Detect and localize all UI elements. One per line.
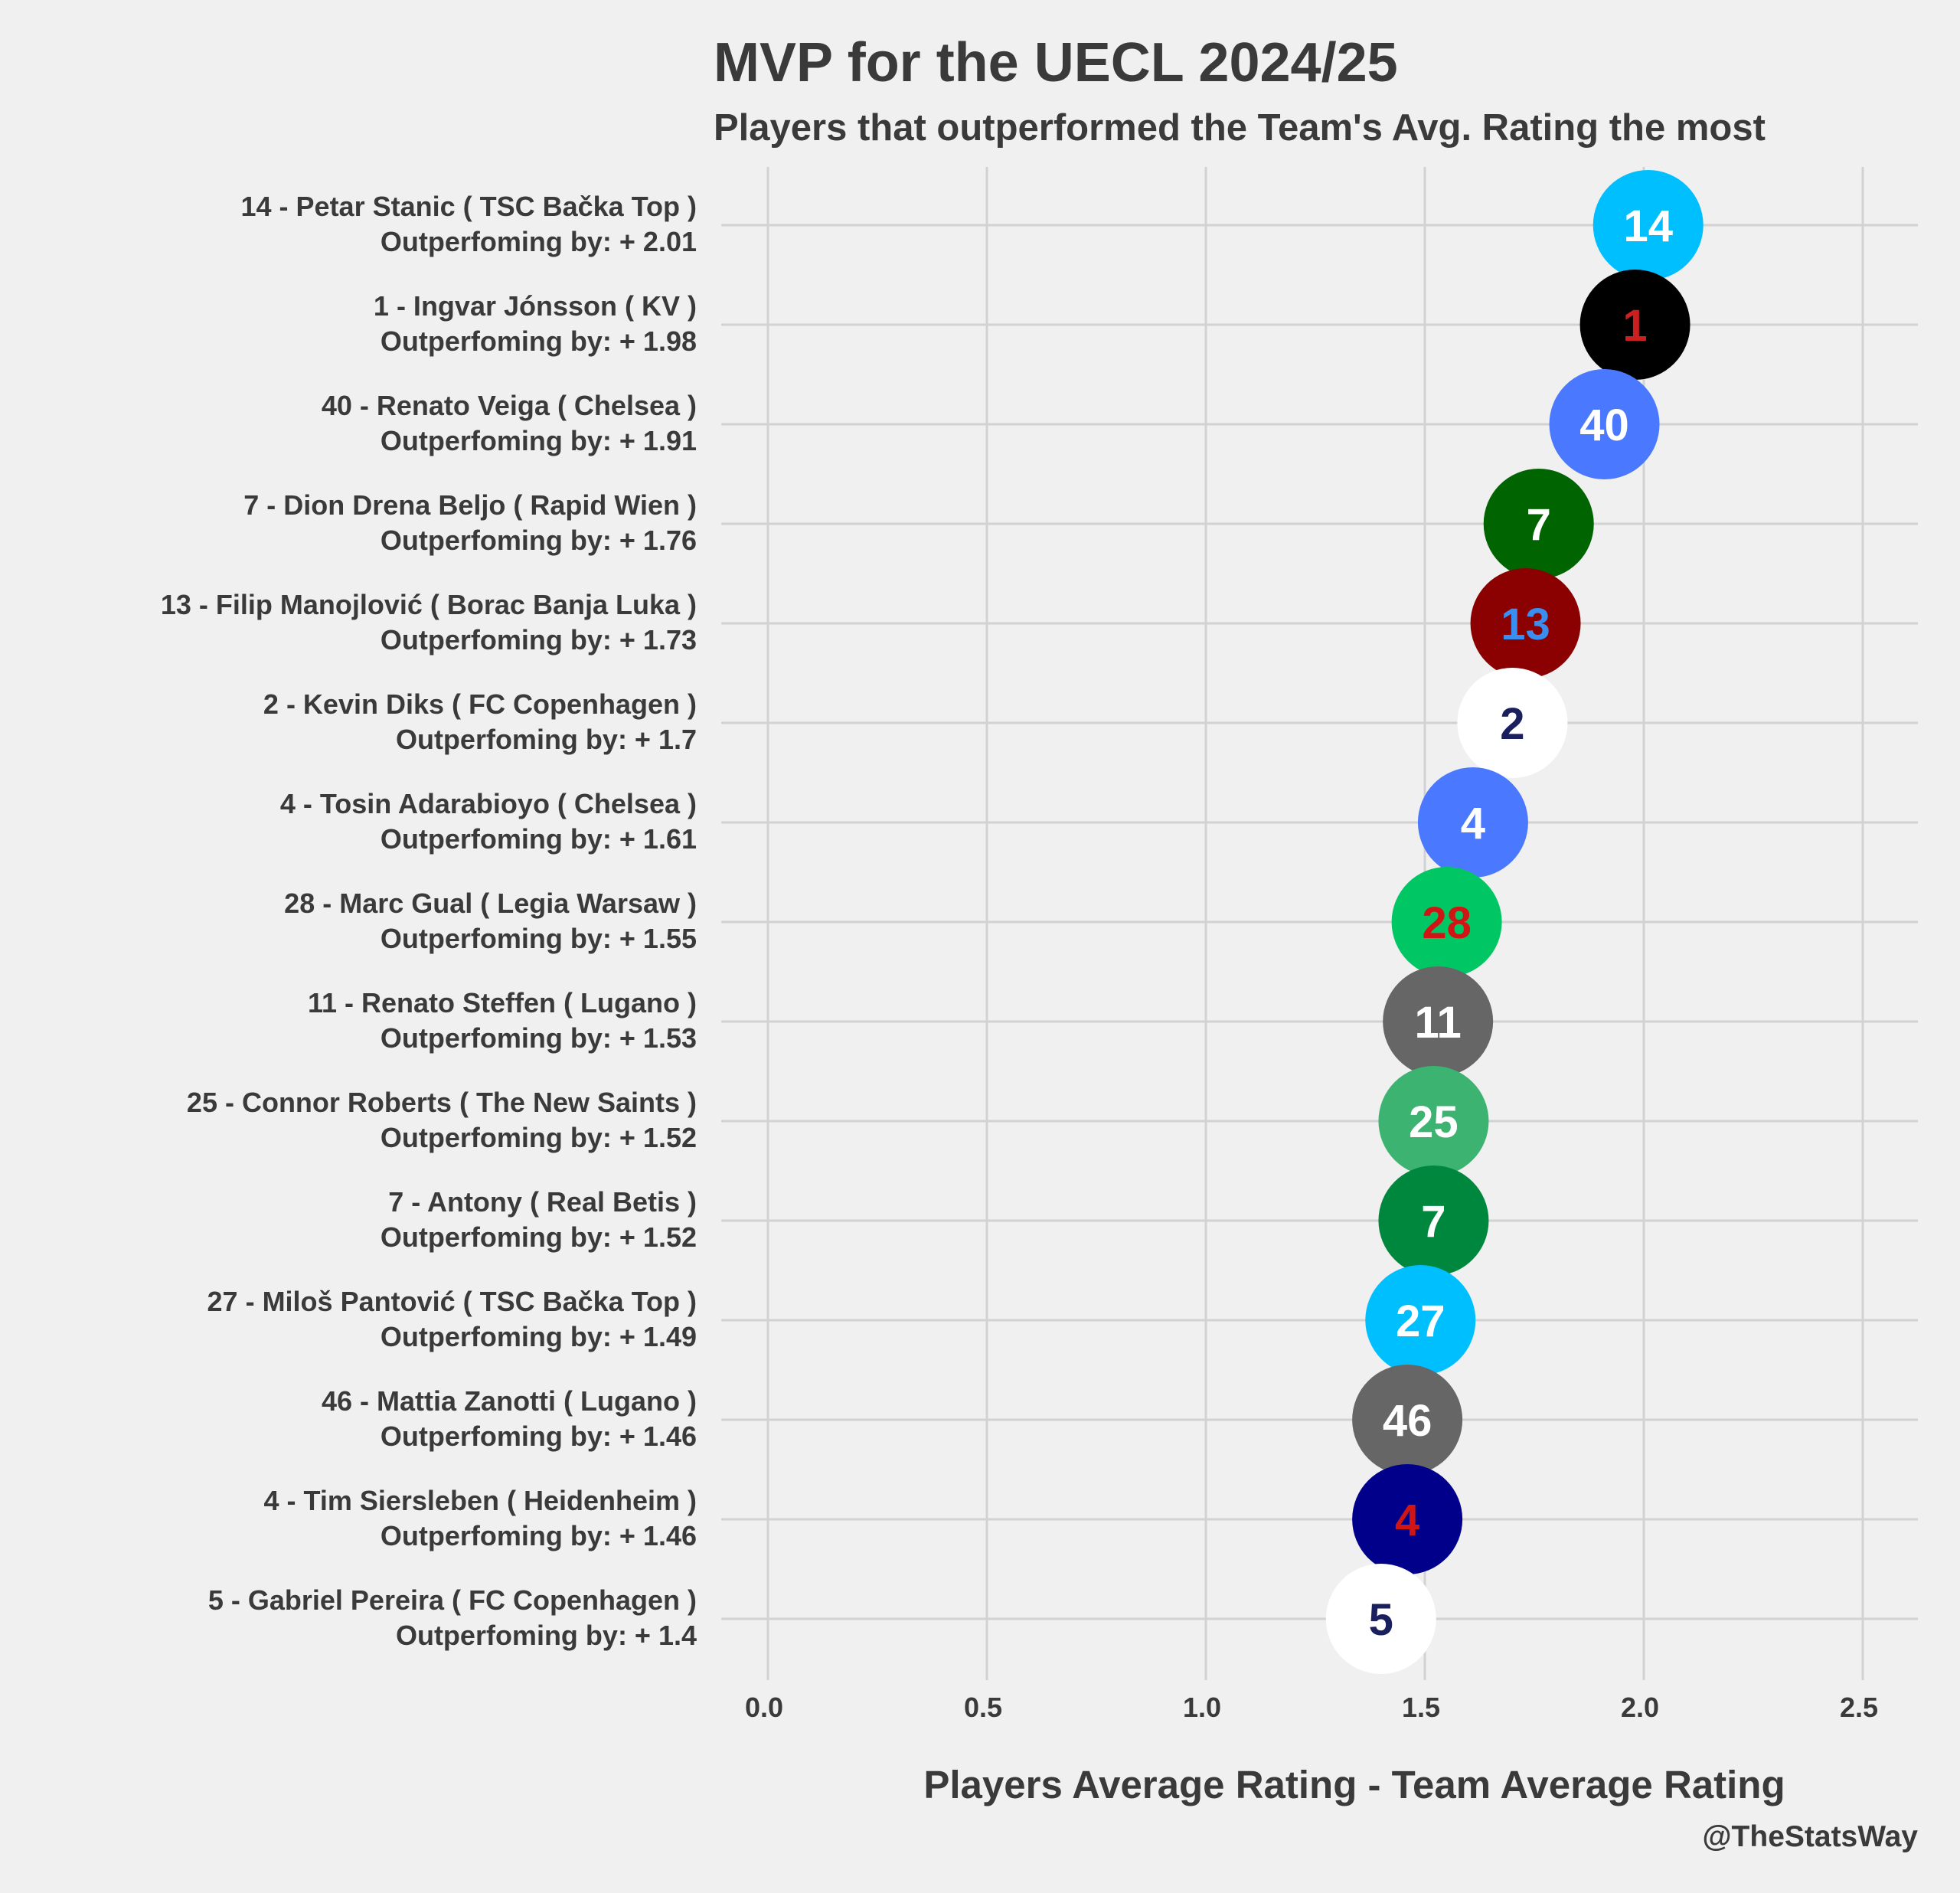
- player-name-label: 5 - Gabriel Pereira ( FC Copenhagen ): [208, 1584, 697, 1616]
- player-name-label: 27 - Miloš Pantović ( TSC Bačka Top ): [207, 1286, 697, 1317]
- player-point: [1549, 369, 1660, 479]
- chart-title: MVP for the UECL 2024/25: [714, 32, 1398, 93]
- player-outperform-label: Outperfoming by: + 1.91: [381, 425, 697, 456]
- player-name-label: 4 - Tim Siersleben ( Heidenheim ): [264, 1485, 697, 1516]
- player-point: [1483, 469, 1594, 579]
- x-tick-label: 0.0: [745, 1692, 783, 1723]
- player-outperform-label: Outperfoming by: + 2.01: [381, 226, 697, 257]
- player-point: [1383, 966, 1494, 1077]
- player-outperform-label: Outperfoming by: + 1.46: [381, 1421, 697, 1452]
- player-name-label: 28 - Marc Gual ( Legia Warsaw ): [284, 888, 697, 919]
- credit-caption: @TheStatsWay: [1703, 1820, 1919, 1853]
- player-outperform-label: Outperfoming by: + 1.73: [381, 624, 697, 656]
- player-name-label: 40 - Renato Veiga ( Chelsea ): [322, 390, 697, 421]
- player-outperform-label: Outperfoming by: + 1.98: [381, 325, 697, 357]
- x-tick-label: 1.5: [1402, 1692, 1440, 1723]
- player-name-label: 1 - Ingvar Jónsson ( KV ): [374, 290, 697, 322]
- player-outperform-label: Outperfoming by: + 1.53: [381, 1022, 697, 1054]
- x-axis-title: Players Average Rating - Team Average Ra…: [923, 1763, 1785, 1806]
- player-number-label: 1: [1622, 301, 1647, 351]
- player-outperform-label: Outperfoming by: + 1.52: [381, 1221, 697, 1253]
- player-number-label: 7: [1527, 500, 1551, 550]
- x-axis-ticks: 0.0 0.5 1.0 1.5 2.0 2.5: [745, 1692, 1878, 1723]
- player-name-label: 46 - Mattia Zanotti ( Lugano ): [322, 1385, 697, 1417]
- x-tick-label: 0.5: [964, 1692, 1002, 1723]
- player-name-label: 2 - Kevin Diks ( FC Copenhagen ): [263, 688, 697, 720]
- player-name-label: 25 - Connor Roberts ( The New Saints ): [187, 1087, 697, 1118]
- player-point: [1391, 867, 1502, 977]
- player-name-label: 14 - Petar Stanic ( TSC Bačka Top ): [241, 191, 697, 222]
- player-outperform-label: Outperfoming by: + 1.52: [381, 1122, 697, 1153]
- data-points: 14 1 40 7 13 2 4 28 11 25 7 27 46 4 5: [1325, 170, 1704, 1674]
- player-number-label: 11: [1414, 998, 1461, 1048]
- player-point: [1417, 767, 1528, 878]
- player-number-label: 28: [1422, 898, 1472, 948]
- player-number-label: 4: [1395, 1496, 1419, 1545]
- player-name-label: 4 - Tosin Adarabioyo ( Chelsea ): [280, 788, 697, 819]
- player-number-label: 27: [1396, 1296, 1446, 1346]
- player-outperform-label: Outperfoming by: + 1.61: [381, 823, 697, 855]
- player-outperform-label: Outperfoming by: + 1.55: [381, 923, 697, 954]
- player-point: [1378, 1066, 1489, 1176]
- player-point: [1592, 170, 1704, 280]
- player-name-label: 7 - Antony ( Real Betis ): [388, 1186, 697, 1218]
- player-number-label: 13: [1501, 600, 1550, 649]
- x-tick-label: 2.5: [1840, 1692, 1878, 1723]
- player-point: [1365, 1265, 1476, 1375]
- player-number-label: 2: [1500, 699, 1524, 749]
- player-point: [1579, 270, 1690, 380]
- player-outperform-label: Outperfoming by: + 1.7: [396, 724, 697, 755]
- player-point: [1378, 1166, 1489, 1276]
- player-point: [1325, 1564, 1436, 1674]
- player-number-label: 4: [1461, 799, 1485, 848]
- player-name-label: 11 - Renato Steffen ( Lugano ): [308, 987, 697, 1018]
- player-outperform-label: Outperfoming by: + 1.76: [381, 525, 697, 556]
- chart-subtitle: Players that outperformed the Team's Avg…: [714, 107, 1766, 149]
- player-name-label: 7 - Dion Drena Beljo ( Rapid Wien ): [243, 489, 697, 521]
- player-point: [1470, 568, 1581, 678]
- player-outperform-label: Outperfoming by: + 1.46: [381, 1520, 697, 1551]
- player-point: [1352, 1464, 1463, 1574]
- player-number-label: 46: [1383, 1396, 1432, 1446]
- x-tick-label: 1.0: [1183, 1692, 1221, 1723]
- y-axis-labels: 14 - Petar Stanic ( TSC Bačka Top ) Outpe…: [161, 191, 697, 1651]
- player-point: [1457, 668, 1568, 778]
- horizontal-gridlines: [721, 224, 1918, 1620]
- player-outperform-label: Outperfoming by: + 1.4: [396, 1620, 697, 1651]
- player-number-label: 7: [1421, 1197, 1446, 1247]
- player-name-label: 13 - Filip Manojlović ( Borac Banja Luka…: [161, 589, 697, 620]
- player-number-label: 25: [1409, 1097, 1459, 1147]
- player-outperform-label: Outperfoming by: + 1.49: [381, 1321, 697, 1352]
- player-number-label: 40: [1579, 401, 1629, 450]
- player-point: [1352, 1365, 1463, 1475]
- player-number-label: 14: [1623, 201, 1673, 251]
- x-tick-label: 2.0: [1621, 1692, 1659, 1723]
- player-number-label: 5: [1369, 1595, 1393, 1645]
